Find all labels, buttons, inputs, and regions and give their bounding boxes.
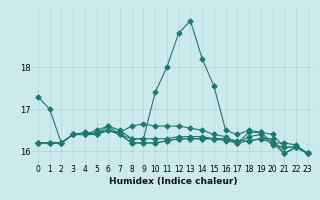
X-axis label: Humidex (Indice chaleur): Humidex (Indice chaleur) bbox=[108, 177, 237, 186]
